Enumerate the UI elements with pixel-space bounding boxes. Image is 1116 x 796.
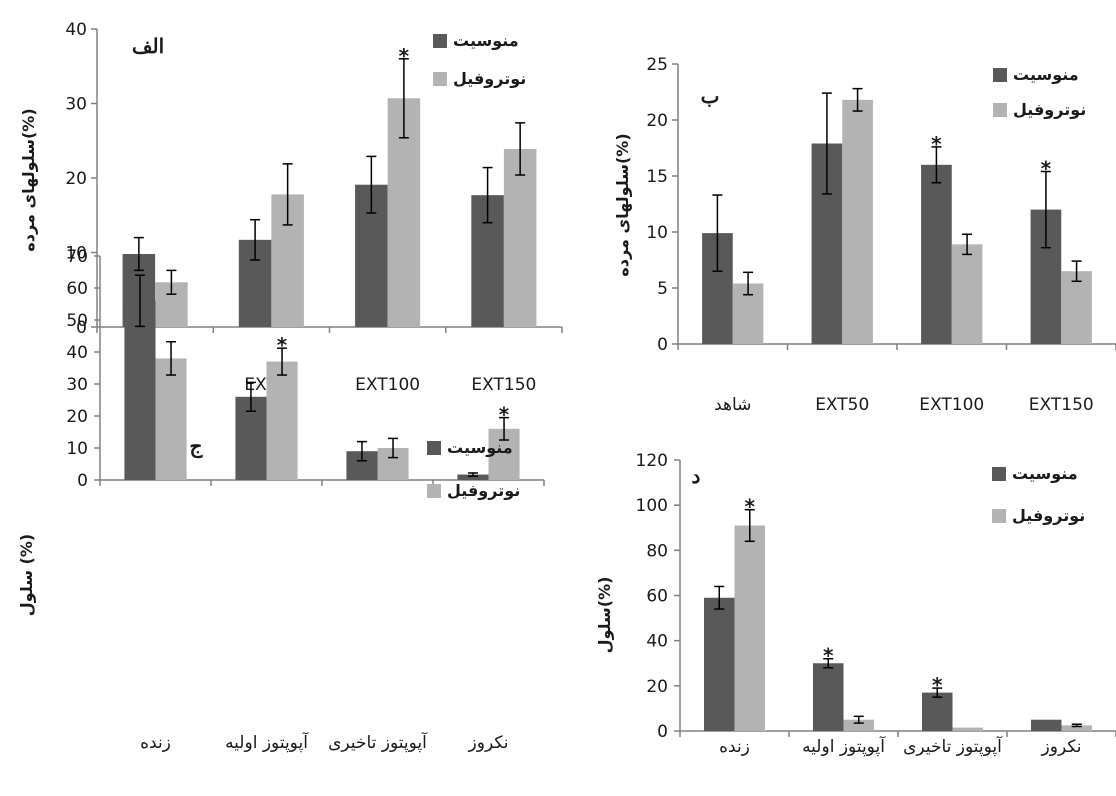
bar-neutrophil [266, 361, 298, 480]
legend-label: نوتروفیل [1012, 506, 1085, 525]
bar-neutrophil [1061, 271, 1092, 344]
y-tick-label: 15 [646, 167, 668, 187]
y-tick-label: 30 [65, 95, 87, 115]
x-category-label: EXT50 [815, 395, 869, 415]
panel-label: الف [132, 34, 164, 58]
significance-star: * [931, 132, 942, 156]
legend-label: منوسیت [453, 31, 519, 50]
x-category-label: زنده [719, 737, 750, 757]
y-tick-label: 70 [66, 247, 88, 267]
x-category-label: آپوپتوز اولیه [225, 731, 309, 753]
legend-swatch-neutrophil [427, 484, 441, 498]
x-category-label: EXT100 [919, 395, 984, 415]
legend-label: منوسیت [1013, 65, 1079, 84]
y-axis-label: سلولهای مرده(%) [613, 133, 632, 276]
y-tick-label: 20 [66, 407, 88, 427]
significance-star: * [745, 495, 756, 519]
bar-monocyte [457, 474, 489, 480]
x-category-label: EXT100 [355, 375, 420, 395]
bar-neutrophil [155, 358, 187, 480]
legend-label: منوسیت [447, 438, 513, 457]
significance-star: * [277, 333, 288, 357]
x-category-label: EXT150 [471, 375, 536, 395]
y-tick-label: 0 [77, 471, 88, 491]
bar-neutrophil [842, 99, 873, 344]
bar-monocyte [703, 597, 735, 731]
y-tick-label: 40 [646, 632, 668, 652]
y-tick-label: 25 [646, 55, 668, 75]
y-tick-label: 40 [66, 343, 88, 363]
bar-monocyte [124, 300, 156, 480]
x-category-label: نکروز [468, 733, 509, 753]
y-tick-label: 20 [646, 677, 668, 697]
x-category-label: EXT150 [1029, 395, 1094, 415]
x-category-label: آپوپتوز تاخیری [328, 731, 428, 753]
y-tick-label: 30 [66, 375, 88, 395]
legend-swatch-neutrophil [993, 103, 1007, 117]
y-tick-label: 60 [66, 279, 88, 299]
significance-star: * [1041, 157, 1052, 181]
y-tick-label: 40 [65, 20, 87, 40]
legend-swatch-monocyte [433, 34, 447, 48]
bar-neutrophil [734, 525, 766, 731]
y-tick-label: 10 [646, 223, 668, 243]
y-axis-label: سلولهای مرده(%) [19, 108, 38, 251]
y-tick-label: 60 [646, 587, 668, 607]
legend-swatch-neutrophil [433, 72, 447, 86]
chart-panel-3: 0 10 20 30 40 50 60 70 سلول (%) زنده * آپوپتوز اولی… [17, 247, 545, 753]
bar-neutrophil [1061, 725, 1093, 731]
bar-monocyte [921, 164, 952, 344]
significance-star: * [932, 673, 943, 697]
chart-panel-2: 0 5 10 15 20 25 سلولهای مرده(%) شاهد EXT50 * EXT10… [613, 55, 1116, 415]
legend-swatch-monocyte [992, 467, 1006, 481]
y-tick-label: 10 [66, 439, 88, 459]
legend-label: نوتروفیل [1013, 100, 1086, 119]
bar-monocyte [812, 663, 844, 731]
y-tick-label: 120 [636, 451, 668, 471]
y-tick-label: 10 [65, 244, 87, 264]
bar-neutrophil [951, 244, 983, 344]
bar-neutrophil [503, 148, 537, 327]
y-tick-label: 50 [66, 311, 88, 331]
legend-label: نوتروفیل [447, 481, 520, 500]
y-axis-label: سلول(%) [595, 577, 614, 654]
bar-monocyte [1030, 719, 1062, 731]
x-category-label: شاهد [714, 395, 751, 415]
legend-swatch-monocyte [993, 68, 1007, 82]
panel-label: ج [190, 434, 204, 459]
bar-neutrophil [952, 727, 984, 731]
legend-swatch-neutrophil [992, 509, 1006, 523]
panel-label: ب [701, 84, 720, 108]
y-axis-label: سلول (%) [17, 534, 36, 616]
bar-neutrophil [843, 719, 875, 731]
y-tick-label: 20 [646, 111, 668, 131]
y-tick-label: 20 [65, 169, 87, 189]
panel-label: د [692, 464, 701, 488]
significance-star: * [499, 403, 510, 427]
legend-label: منوسیت [1012, 464, 1078, 483]
x-category-label: آپوپتوز اولیه [802, 735, 886, 757]
x-category-label: زنده [140, 733, 171, 753]
significance-star: * [823, 644, 834, 668]
legend-label: نوتروفیل [453, 69, 526, 88]
significance-star: * [399, 44, 410, 68]
x-category-label: نکروز [1041, 737, 1082, 757]
y-tick-label: 80 [646, 541, 668, 561]
y-tick-label: 0 [657, 722, 668, 742]
y-tick-label: 0 [76, 318, 87, 338]
x-category-label: آپوپتوز تاخیری [903, 735, 1003, 757]
y-tick-label: 100 [636, 496, 668, 516]
chart-panel-4: 0 20 40 60 80 100 120 سلول(%) * زنده * آپوپتوز اولی… [595, 451, 1116, 757]
bar-monocyte [921, 692, 953, 731]
y-tick-label: 0 [657, 335, 668, 355]
legend-swatch-monocyte [427, 441, 441, 455]
y-tick-label: 5 [657, 279, 668, 299]
